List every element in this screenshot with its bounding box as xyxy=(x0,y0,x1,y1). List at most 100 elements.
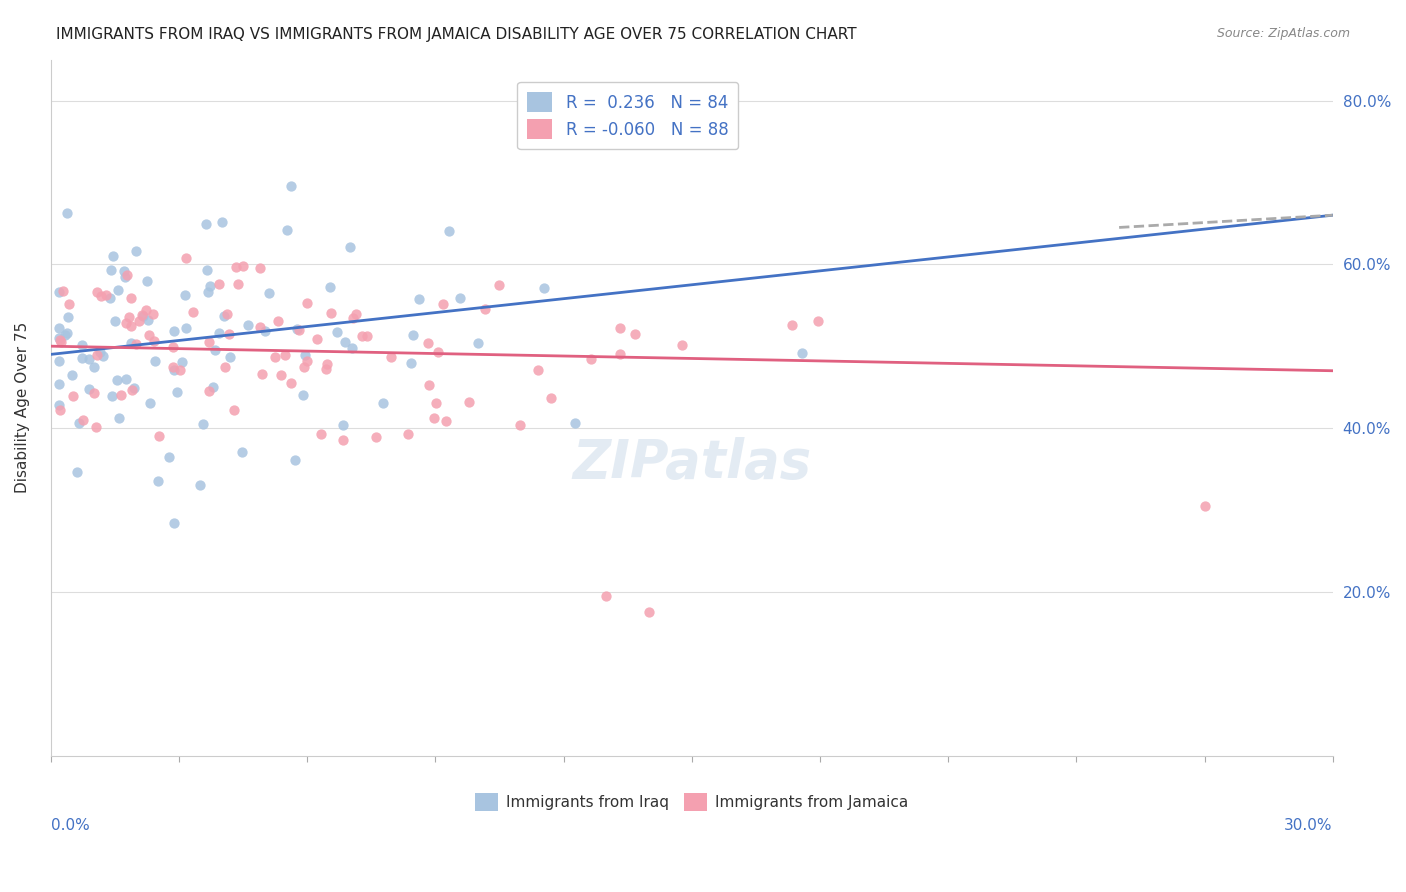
Point xyxy=(77,382,100,396)
Point xyxy=(408,293,430,307)
Point xyxy=(280,376,302,390)
Point xyxy=(181,304,204,318)
Point xyxy=(380,350,402,364)
Point xyxy=(138,327,160,342)
Point xyxy=(316,357,339,371)
Point xyxy=(1194,499,1216,513)
Point xyxy=(66,466,89,480)
Point xyxy=(115,372,138,386)
Point xyxy=(100,262,122,277)
Point xyxy=(295,296,318,310)
Point xyxy=(285,322,308,336)
Point xyxy=(176,321,198,335)
Point xyxy=(98,291,121,305)
Point xyxy=(107,284,129,298)
Point xyxy=(201,379,224,393)
Text: 30.0%: 30.0% xyxy=(1284,818,1333,833)
Point xyxy=(122,381,145,395)
Point xyxy=(416,335,439,350)
Point xyxy=(52,284,75,298)
Text: IMMIGRANTS FROM IRAQ VS IMMIGRANTS FROM JAMAICA DISABILITY AGE OVER 75 CORRELATI: IMMIGRANTS FROM IRAQ VS IMMIGRANTS FROM … xyxy=(56,27,856,42)
Point xyxy=(174,251,197,265)
Point xyxy=(131,308,153,322)
Point xyxy=(132,310,155,324)
Point xyxy=(326,326,349,340)
Point xyxy=(193,417,215,431)
Point xyxy=(112,263,135,277)
Point xyxy=(125,337,148,351)
Point xyxy=(70,338,93,352)
Point xyxy=(135,303,157,318)
Point xyxy=(342,310,364,325)
Point xyxy=(49,403,72,417)
Point xyxy=(169,362,191,376)
Point xyxy=(226,277,249,292)
Point xyxy=(434,414,457,428)
Point xyxy=(143,354,166,368)
Point xyxy=(225,260,247,275)
Text: ZIPatlas: ZIPatlas xyxy=(572,437,811,490)
Point xyxy=(671,338,693,352)
Point xyxy=(280,179,302,194)
Point xyxy=(128,314,150,328)
Point xyxy=(222,402,245,417)
Point xyxy=(94,288,117,302)
Point xyxy=(432,296,454,310)
Point xyxy=(146,475,169,489)
Point xyxy=(249,320,271,334)
Point xyxy=(83,386,105,401)
Point xyxy=(295,354,318,368)
Point xyxy=(332,417,354,432)
Point xyxy=(110,388,132,402)
Point xyxy=(49,333,72,347)
Point xyxy=(276,223,298,237)
Point xyxy=(195,262,218,277)
Point xyxy=(211,215,233,229)
Point xyxy=(790,346,813,360)
Point xyxy=(371,395,394,409)
Point xyxy=(135,274,157,288)
Point xyxy=(162,359,184,374)
Point xyxy=(509,418,531,433)
Point xyxy=(90,289,112,303)
Point xyxy=(143,334,166,348)
Point xyxy=(86,348,108,362)
Point xyxy=(101,249,124,263)
Point xyxy=(198,278,221,293)
Point xyxy=(208,277,231,292)
Point xyxy=(231,445,253,459)
Point xyxy=(170,355,193,369)
Point xyxy=(332,433,354,447)
Point xyxy=(48,285,70,299)
Point xyxy=(118,310,141,325)
Point xyxy=(58,297,80,311)
Point xyxy=(315,362,337,376)
Point xyxy=(339,240,361,254)
Point xyxy=(254,324,277,338)
Point xyxy=(284,453,307,467)
Point xyxy=(86,285,108,299)
Point xyxy=(163,516,186,531)
Point xyxy=(72,413,94,427)
Point xyxy=(422,410,444,425)
Legend: Immigrants from Iraq, Immigrants from Jamaica: Immigrants from Iraq, Immigrants from Ja… xyxy=(470,787,914,818)
Point xyxy=(84,420,107,434)
Point xyxy=(212,309,235,323)
Point xyxy=(294,348,316,362)
Point xyxy=(307,333,329,347)
Point xyxy=(105,373,128,387)
Point xyxy=(56,206,79,220)
Point xyxy=(624,327,647,342)
Point xyxy=(449,291,471,305)
Point xyxy=(48,321,70,335)
Point xyxy=(173,288,195,302)
Point xyxy=(474,302,496,317)
Point xyxy=(595,589,617,603)
Point xyxy=(204,343,226,357)
Point xyxy=(259,286,281,301)
Point xyxy=(56,310,79,324)
Point xyxy=(319,280,342,294)
Point xyxy=(467,335,489,350)
Point xyxy=(104,314,127,328)
Point xyxy=(91,350,114,364)
